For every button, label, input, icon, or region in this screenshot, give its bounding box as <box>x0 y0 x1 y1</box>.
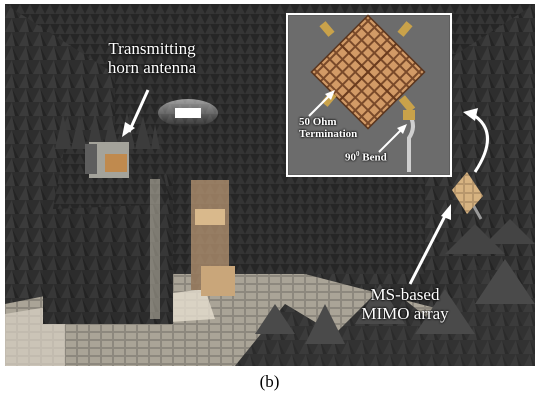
inset-photo <box>286 13 452 177</box>
transmitting-horn-label-line1: Transmitting <box>108 39 196 58</box>
annotation-arrows <box>122 89 489 285</box>
wooden-stand <box>191 180 235 296</box>
termination-label-line1: 50 Ohm <box>299 116 337 128</box>
ms-mimo-array-label: MS-based MIMO array <box>350 285 460 323</box>
ms-mimo-label-line1: MS-based <box>370 285 440 304</box>
transmitting-horn-tower <box>43 112 173 324</box>
transmitting-horn-label-line2: horn antenna <box>107 57 197 77</box>
anechoic-chamber-photo <box>5 4 535 366</box>
ms-mimo-label-line2: MIMO array <box>361 303 449 323</box>
transmitting-horn-label: Transmitting horn antenna <box>92 39 212 77</box>
chamber-scene <box>5 4 535 366</box>
figure-caption: (b) <box>259 372 280 391</box>
termination-label: 50 Ohm Termination <box>299 116 369 140</box>
termination-label-line2: Termination <box>299 128 358 141</box>
bend-word: Bend <box>362 151 387 164</box>
bend-superscript: 0 <box>356 150 360 158</box>
foreground-absorbers <box>235 219 535 366</box>
bend-label: 900 Bend <box>345 150 415 164</box>
ms-mimo-array <box>452 172 483 220</box>
horn-aperture <box>105 154 127 172</box>
bend-value: 90 <box>345 151 356 164</box>
